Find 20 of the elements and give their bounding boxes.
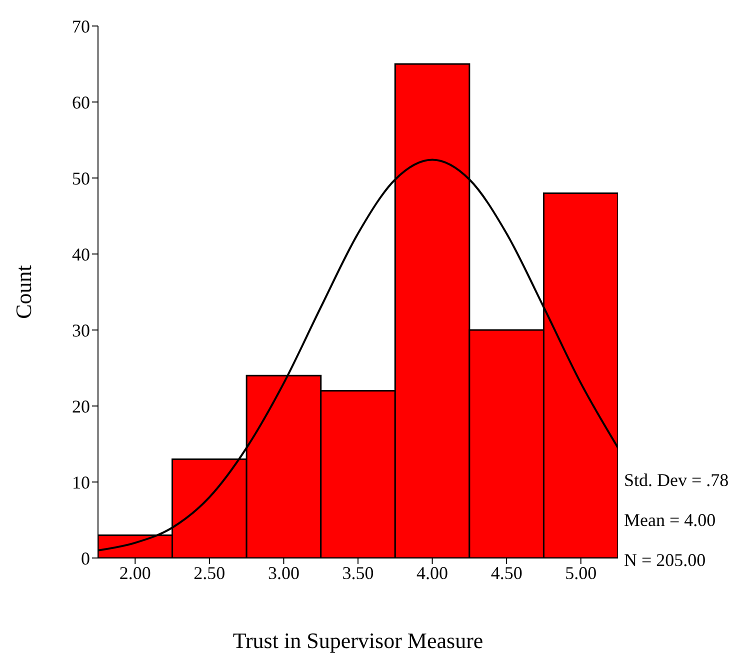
y-axis-title: Count [10,265,36,319]
x-tick-label: 4.00 [416,562,448,583]
y-tick-label: 50 [72,168,90,188]
text: Mean = 4.00 [624,510,716,531]
text: Std. Dev = .78 [624,470,729,491]
text: N = 205.00 [624,550,706,571]
y-tick-label: 70 [72,16,90,36]
y-tick-label: 20 [72,396,90,416]
x-tick-label: 2.00 [119,562,151,583]
x-tick-label: 3.50 [342,562,374,583]
y-tick-label: 0 [81,548,90,568]
y-tick-label: 60 [72,92,90,112]
x-tick-label: 4.50 [490,562,522,583]
y-tick-label: 30 [72,320,90,340]
x-tick-label: 5.00 [565,562,597,583]
y-tick-label: 40 [72,244,90,264]
x-tick-label: 3.00 [268,562,300,583]
x-axis-title: Trust in Supervisor Measure [232,628,484,653]
x-tick-label: 2.50 [194,562,226,583]
y-tick-label: 10 [72,472,90,492]
